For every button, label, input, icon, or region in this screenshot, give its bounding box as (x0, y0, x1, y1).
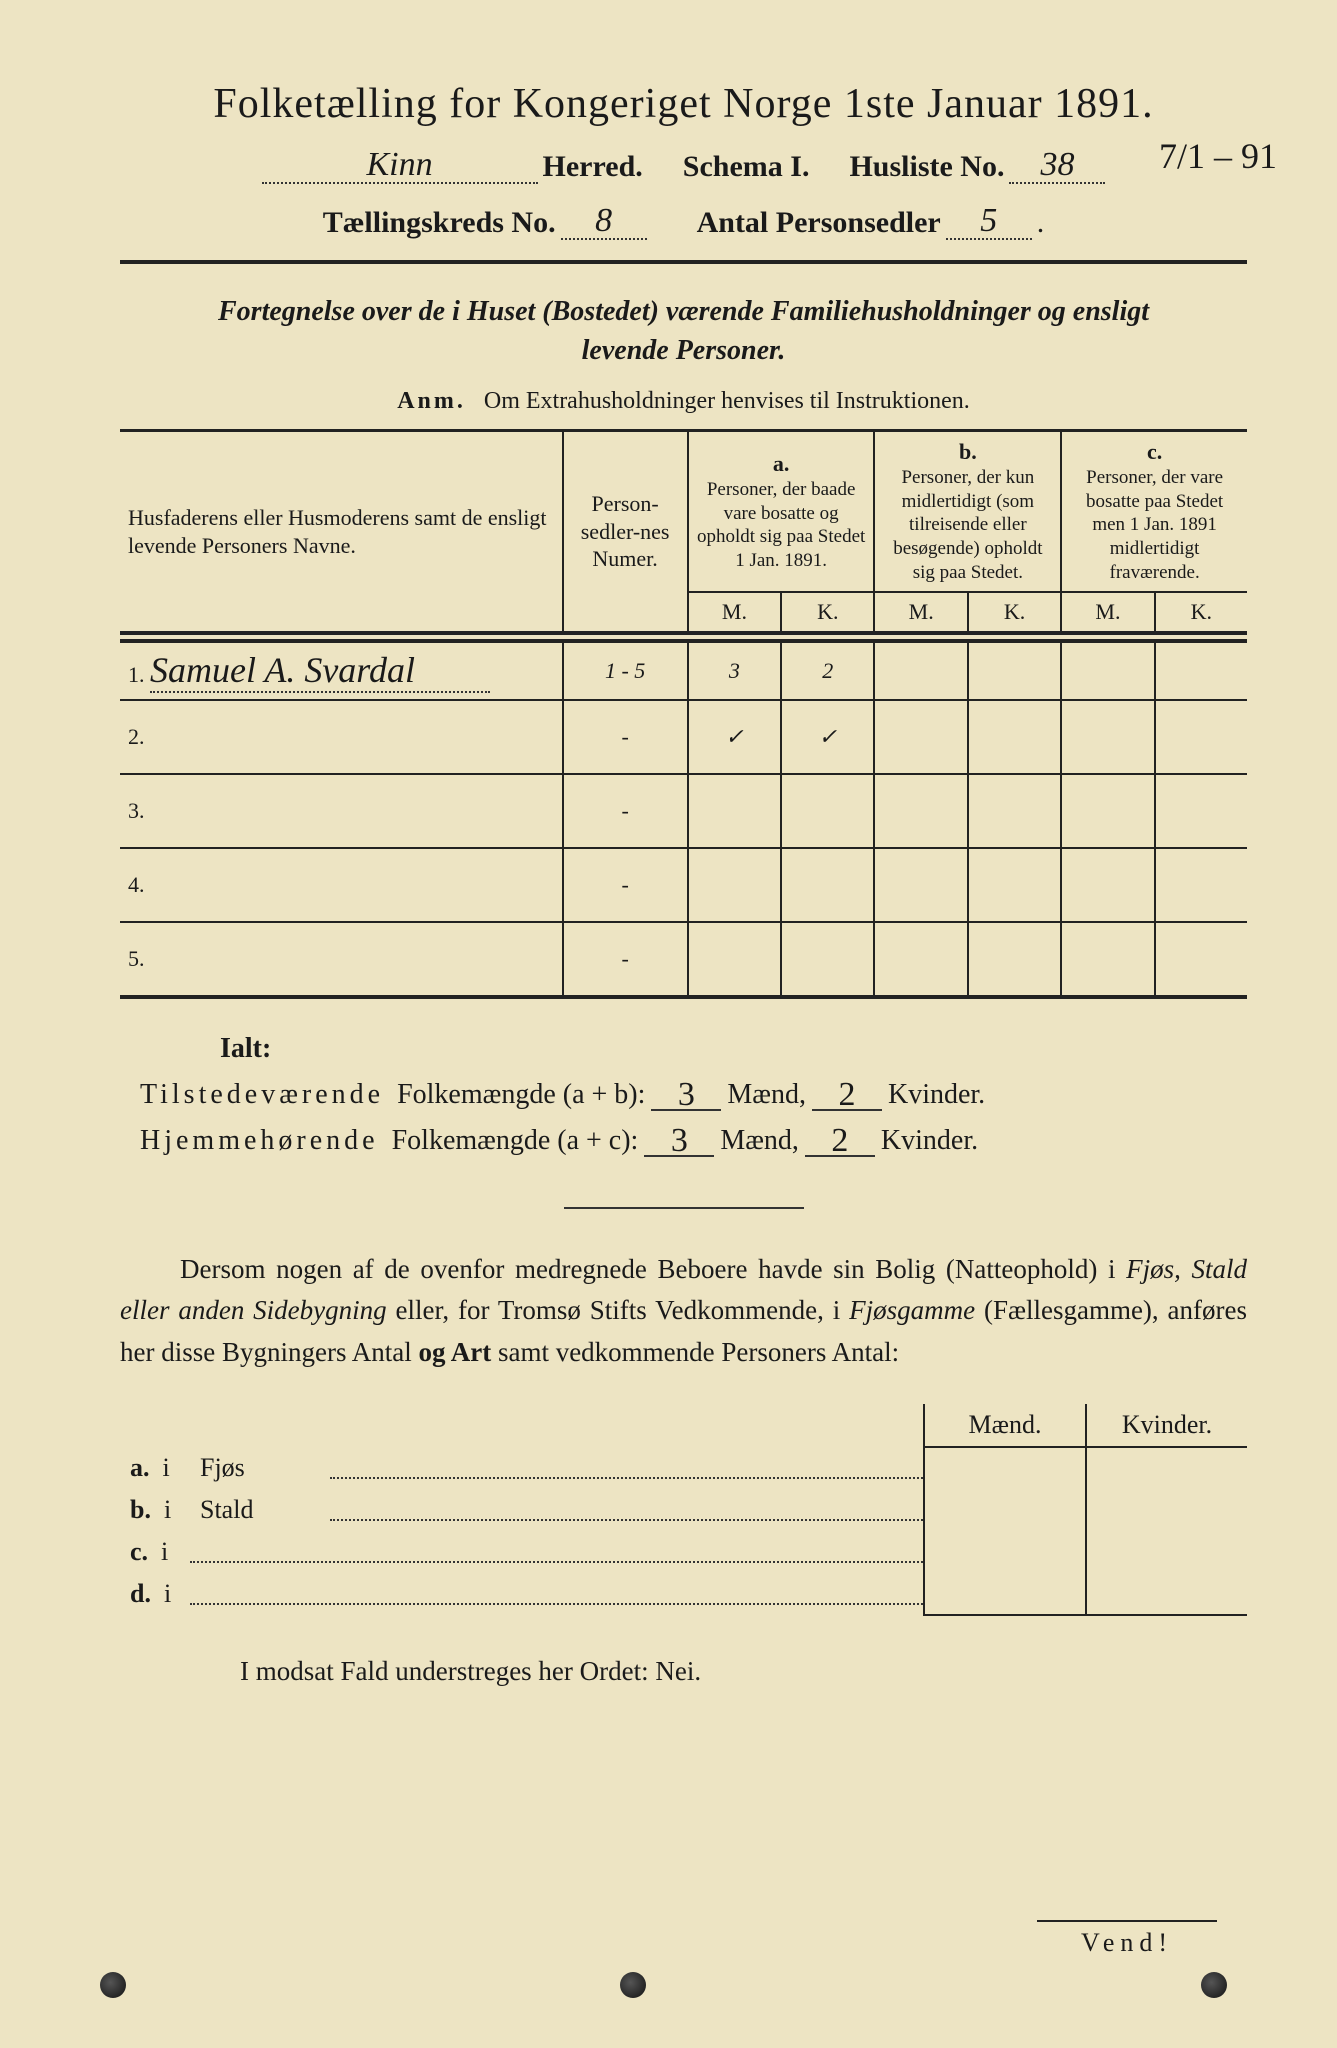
kreds-value: 8 (561, 204, 647, 240)
table-row: 3. - (120, 774, 1247, 848)
col-a: a. Personer, der baade vare bosatte og o… (688, 432, 875, 591)
row1-numer: 1 - 5 (563, 641, 688, 700)
closing-line: I modsat Fald understreges her Ordet: Ne… (120, 1656, 1247, 1687)
col-b: b. Personer, der kun midlertidigt (som t… (874, 432, 1061, 591)
col-c-k: K. (1155, 592, 1247, 633)
col-c-m: M. (1061, 592, 1154, 633)
header-line-herred: Kinn Herred. Schema I. Husliste No. 38 (120, 148, 1247, 184)
bottom-row: b. i Stald (120, 1489, 1247, 1531)
herred-label: Herred. (543, 150, 643, 184)
col-a-m: M. (688, 592, 781, 633)
ialt-l2-k: 2 (805, 1127, 875, 1156)
anm-text: Om Extrahusholdninger henvises til Instr… (484, 388, 970, 414)
herred-value: Kinn (262, 148, 538, 184)
row1-ak: 2 (781, 641, 874, 700)
table-row: 2. - ✓ ✓ (120, 700, 1247, 774)
pin-icon (100, 1972, 126, 1998)
pin-icon (1201, 1972, 1227, 1998)
table-row: 5. - (120, 922, 1247, 997)
desc-line1: Fortegnelse over de i Huset (Bostedet) v… (218, 296, 1149, 327)
pin-icon (620, 1972, 646, 1998)
husliste-label: Husliste No. (849, 150, 1004, 184)
page-title: Folketælling for Kongeriget Norge 1ste J… (120, 80, 1247, 128)
bottom-row: d. i (120, 1573, 1247, 1615)
col-b-m: M. (874, 592, 967, 633)
anm-label: Anm. (397, 388, 466, 414)
desc-line2: levende Personer. (582, 335, 786, 366)
ialt-l1-m: 3 (651, 1081, 721, 1110)
ialt-section: Ialt: Tilstedeværende Folkemængde (a + b… (220, 1033, 1247, 1157)
ialt-line1-label: Tilstedeværende (140, 1079, 384, 1111)
ialt-line2-label: Hjemmehørende (140, 1125, 379, 1157)
row1-name: Samuel A. Svardal (150, 649, 490, 693)
header-line-kreds: Tællingskreds No. 8 Antal Personsedler 5… (120, 204, 1247, 264)
ialt-l2-m: 3 (644, 1127, 714, 1156)
col-navne: Husfaderens eller Husmoderens samt de en… (120, 432, 563, 632)
col-c: c. Personer, der vare bosatte paa Stedet… (1061, 432, 1247, 591)
kreds-label: Tællingskreds No. (323, 206, 556, 240)
table-row: 1. Samuel A. Svardal 1 - 5 3 2 (120, 641, 1247, 700)
bottom-row: c. i (120, 1531, 1247, 1573)
col-a-k: K. (781, 592, 874, 633)
anm-note: Anm. Om Extrahusholdninger henvises til … (120, 388, 1247, 432)
bottom-row: a. i Fjøs (120, 1447, 1247, 1489)
col-numer: Person-sedler-nes Numer. (563, 432, 688, 632)
personsedler-label: Antal Personsedler (697, 206, 941, 240)
census-form-page: Folketælling for Kongeriget Norge 1ste J… (0, 0, 1337, 2048)
sidebygning-paragraph: Dersom nogen af de ovenfor medregnede Be… (120, 1249, 1247, 1375)
col-b-k: K. (968, 592, 1061, 633)
section-divider (564, 1207, 804, 1209)
schema-label: Schema I. (683, 150, 810, 184)
household-table: Husfaderens eller Husmoderens samt de en… (120, 432, 1247, 998)
row1-am: 3 (688, 641, 781, 700)
personsedler-value: 5 (946, 204, 1032, 240)
husliste-value: 38 (1009, 148, 1105, 184)
ialt-l1-k: 2 (812, 1081, 882, 1110)
sidebygning-table: Mænd. Kvinder. a. i Fjøs b. i Stald c. i… (120, 1404, 1247, 1616)
bt-kvinder: Kvinder. (1086, 1404, 1247, 1447)
vend-label: Vend! (1037, 1920, 1217, 1958)
bt-maend: Mænd. (924, 1404, 1086, 1447)
margin-date-note: 7/1 – 91 (1159, 135, 1277, 177)
form-description: Fortegnelse over de i Huset (Bostedet) v… (120, 292, 1247, 370)
ialt-heading: Ialt: (220, 1033, 1247, 1065)
table-row: 4. - (120, 848, 1247, 922)
